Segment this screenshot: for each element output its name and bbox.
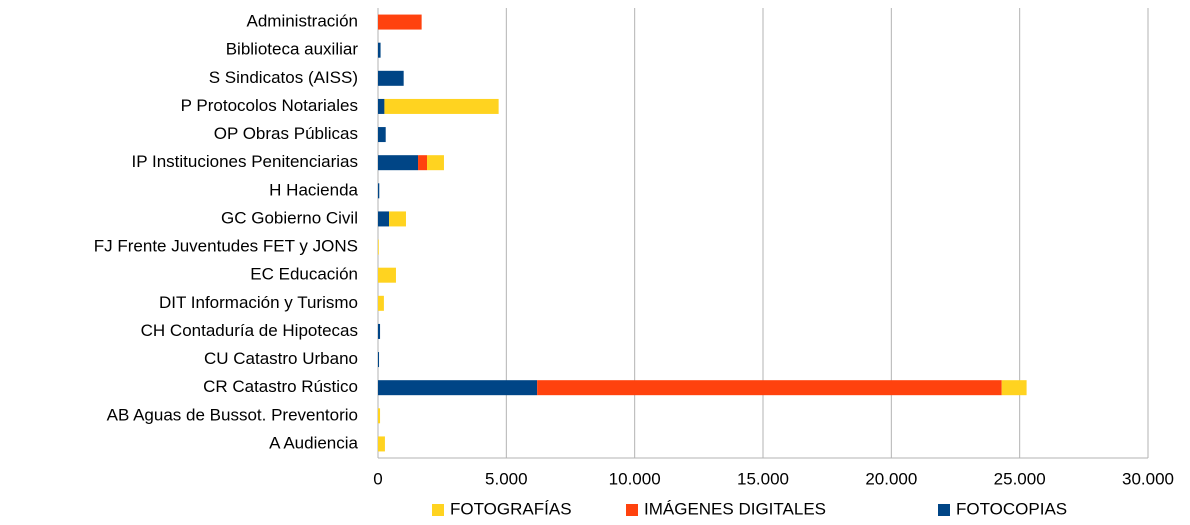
legend-swatch [626,504,638,516]
y-tick-label: Administración [247,12,359,31]
bar-segment [378,436,385,452]
bar-segment [384,98,499,114]
y-tick-label: S Sindicatos (AISS) [209,68,358,87]
y-tick-label: DIT Información y Turismo [159,293,358,312]
bar-segment [537,380,1002,396]
y-tick-label: OP Obras Públicas [214,124,358,143]
bar-segment [378,42,381,58]
y-tick-label: A Audiencia [269,433,358,452]
bar-segment [1001,380,1027,396]
bar-segment [378,323,381,339]
bar-segment [378,352,380,368]
x-tick-label: 25.000 [994,469,1046,488]
bar-segment [378,70,404,86]
y-tick-label: FJ Frente Juventudes FET y JONS [94,237,358,256]
x-tick-label: 30.000 [1122,469,1174,488]
bar-segment [378,295,384,311]
y-tick-label: CU Catastro Urbano [204,349,358,368]
x-tick-label: 10.000 [609,469,661,488]
bar-segment [378,183,380,199]
y-tick-label: H Hacienda [269,180,358,199]
bar-segment [378,408,381,424]
y-tick-label: P Protocolos Notariales [181,96,358,115]
x-tick-label: 5.000 [485,469,528,488]
bar-segment [378,267,396,283]
y-tick-label: GC Gobierno Civil [221,208,358,227]
y-tick-label: CR Catastro Rústico [203,377,358,396]
x-tick-label: 15.000 [737,469,789,488]
legend-label: FOTOCOPIAS [956,499,1067,518]
bar-segment [418,155,428,171]
bar-segment [378,155,419,171]
legend-swatch [938,504,950,516]
x-tick-label: 20.000 [865,469,917,488]
legend-label: IMÁGENES DIGITALES [644,499,826,518]
bar-segment [378,211,390,227]
bar-segment [427,155,444,171]
y-tick-label: EC Educación [250,265,358,284]
legend-label: FOTOGRAFÍAS [450,499,572,518]
bar-segment [378,127,386,143]
bar-segment [378,14,422,30]
y-tick-label: AB Aguas de Bussot. Preventorio [107,405,358,424]
bar-segment [389,211,406,227]
y-tick-label: Biblioteca auxiliar [226,40,359,59]
y-tick-label: IP Instituciones Penitenciarias [132,152,358,171]
x-tick-label: 0 [373,469,382,488]
legend-swatch [432,504,444,516]
y-tick-label: CH Contaduría de Hipotecas [141,321,358,340]
bar-segment [378,98,385,114]
bar-segment [378,380,538,396]
bar-segment [378,239,379,255]
